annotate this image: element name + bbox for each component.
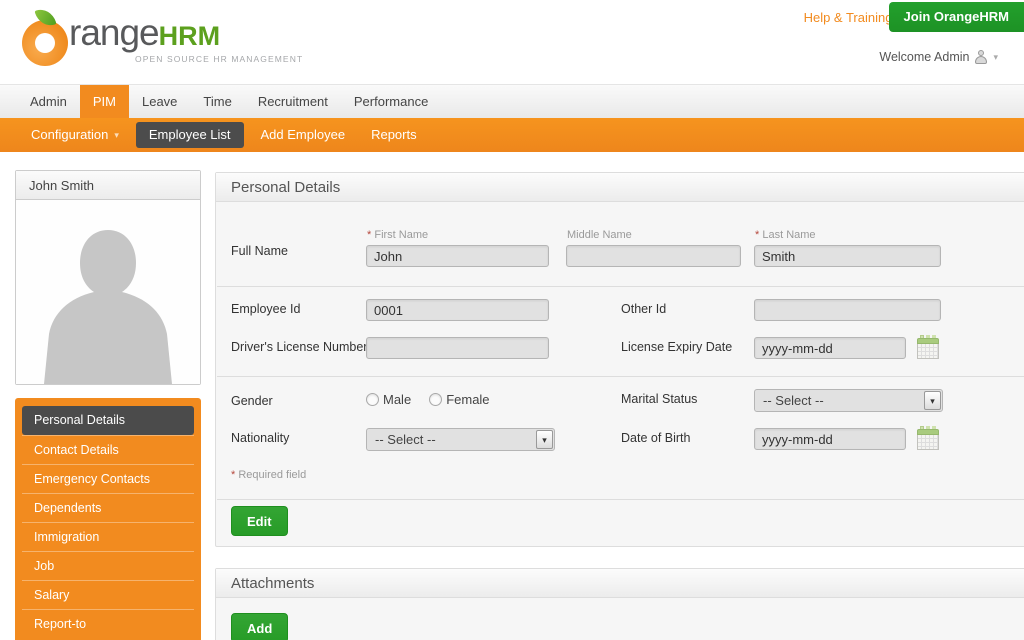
user-avatar-icon <box>974 50 988 64</box>
attachments-title: Attachments <box>216 569 1024 598</box>
gender-male-label: Male <box>383 392 412 407</box>
main-nav: Admin PIM Leave Time Recruitment Perform… <box>0 84 1024 119</box>
gender-label: Gender <box>231 394 273 408</box>
sidebar-item-job[interactable]: Job <box>22 551 194 580</box>
nationality-label: Nationality <box>231 431 290 445</box>
employee-photo[interactable] <box>16 200 200 384</box>
middle-name-input[interactable] <box>566 245 741 267</box>
calendar-icon[interactable] <box>917 426 939 450</box>
welcome-user-menu[interactable]: Welcome Admin ▾ <box>879 50 998 64</box>
last-name-input[interactable] <box>754 245 941 267</box>
orange-fruit-icon <box>22 5 68 66</box>
help-training-link[interactable]: Help & Training ▾ <box>804 10 902 25</box>
tab-admin[interactable]: Admin <box>30 94 67 109</box>
other-id-input[interactable] <box>754 299 941 321</box>
personal-details-panel: Personal Details Full Name * First Name … <box>215 172 1024 547</box>
tab-pim[interactable]: PIM <box>79 85 129 119</box>
tab-time[interactable]: Time <box>203 94 232 109</box>
pim-sub-nav: Configuration ▾ Employee List Add Employ… <box>0 118 1024 152</box>
sidebar-item-emergency-contacts[interactable]: Emergency Contacts <box>22 464 194 493</box>
subnav-add-employee[interactable]: Add Employee <box>260 127 346 142</box>
subnav-configuration[interactable]: Configuration ▾ <box>18 118 132 152</box>
tab-performance[interactable]: Performance <box>353 94 429 109</box>
required-asterisk: * <box>367 229 372 241</box>
date-of-birth-input[interactable] <box>754 428 906 450</box>
attachments-panel: Attachments Add <box>215 568 1024 640</box>
marital-status-label: Marital Status <box>621 392 698 406</box>
person-silhouette-icon <box>44 230 172 384</box>
chevron-down-icon: ▾ <box>114 129 119 140</box>
welcome-user-label: Welcome Admin <box>879 50 970 64</box>
calendar-icon[interactable] <box>917 335 939 359</box>
employee-section-menu: Personal Details Contact Details Emergen… <box>15 398 201 640</box>
divider <box>217 499 1024 500</box>
join-orangehrm-button[interactable]: Join OrangeHRM <box>888 2 1024 32</box>
required-asterisk: * <box>755 229 760 241</box>
brand-name-range: range <box>69 12 160 53</box>
other-id-label: Other Id <box>621 302 667 316</box>
sidebar-item-report-to[interactable]: Report-to <box>22 609 194 638</box>
middle-name-float-label: Middle Name <box>567 229 632 241</box>
divider <box>217 286 1024 287</box>
last-name-float-label: * Last Name <box>755 229 816 241</box>
nationality-value: -- Select -- <box>375 432 436 447</box>
required-asterisk: * <box>231 469 236 481</box>
personal-details-title: Personal Details <box>216 173 1024 202</box>
sidebar-item-dependents[interactable]: Dependents <box>22 493 194 522</box>
required-field-note: * Required field <box>231 469 307 481</box>
employee-id-label: Employee Id <box>231 302 301 316</box>
drivers-license-label: Driver's License Number <box>231 340 368 354</box>
employee-name: John Smith <box>16 171 200 200</box>
marital-status-value: -- Select -- <box>763 393 824 408</box>
sidebar-item-contact-details[interactable]: Contact Details <box>22 435 194 464</box>
brand-name-hrm: HRM <box>158 21 221 51</box>
subnav-configuration-label: Configuration <box>31 127 109 142</box>
divider <box>217 376 1024 377</box>
nationality-select[interactable]: -- Select -- <box>366 428 555 451</box>
full-name-label: Full Name <box>231 244 288 258</box>
tab-recruitment[interactable]: Recruitment <box>257 94 328 109</box>
gender-male-radio[interactable] <box>366 393 379 406</box>
first-name-input[interactable] <box>366 245 549 267</box>
chevron-down-icon <box>924 391 941 410</box>
chevron-down-icon: ▾ <box>993 51 998 62</box>
sidebar-item-personal-details[interactable]: Personal Details <box>22 406 194 435</box>
license-expiry-input[interactable] <box>754 337 906 359</box>
tab-leave[interactable]: Leave <box>141 94 178 109</box>
brand-tagline: OPEN SOURCE HR MANAGEMENT <box>135 54 304 64</box>
help-training-label: Help & Training <box>803 10 893 25</box>
subnav-employee-list[interactable]: Employee List <box>135 122 244 148</box>
orangehrm-logo: range HRM OPEN SOURCE HR MANAGEMENT <box>22 5 304 66</box>
employee-id-input[interactable] <box>366 299 549 321</box>
sidebar-item-immigration[interactable]: Immigration <box>22 522 194 551</box>
top-header: range HRM OPEN SOURCE HR MANAGEMENT Help… <box>0 0 1024 84</box>
sidebar-item-salary[interactable]: Salary <box>22 580 194 609</box>
leaf-icon <box>34 5 57 30</box>
license-expiry-label: License Expiry Date <box>621 340 733 354</box>
gender-female-radio[interactable] <box>429 393 443 406</box>
employee-photo-card: John Smith <box>15 170 201 385</box>
gender-radio-group: Male Female <box>366 392 490 407</box>
gender-female-label: Female <box>446 392 490 407</box>
first-name-float-label: * First Name <box>367 229 429 241</box>
marital-status-select[interactable]: -- Select -- <box>754 389 943 412</box>
add-attachment-button[interactable]: Add <box>231 613 289 640</box>
subnav-reports[interactable]: Reports <box>371 127 417 142</box>
drivers-license-input[interactable] <box>366 337 549 359</box>
edit-button[interactable]: Edit <box>231 506 288 536</box>
date-of-birth-label: Date of Birth <box>621 431 691 445</box>
chevron-down-icon <box>536 430 553 449</box>
